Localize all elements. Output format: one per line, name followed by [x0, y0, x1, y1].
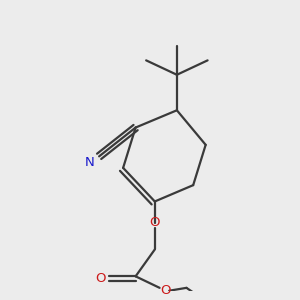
Text: O: O [95, 272, 105, 285]
Text: O: O [149, 216, 160, 229]
Text: N: N [85, 156, 94, 169]
Text: O: O [160, 284, 171, 297]
